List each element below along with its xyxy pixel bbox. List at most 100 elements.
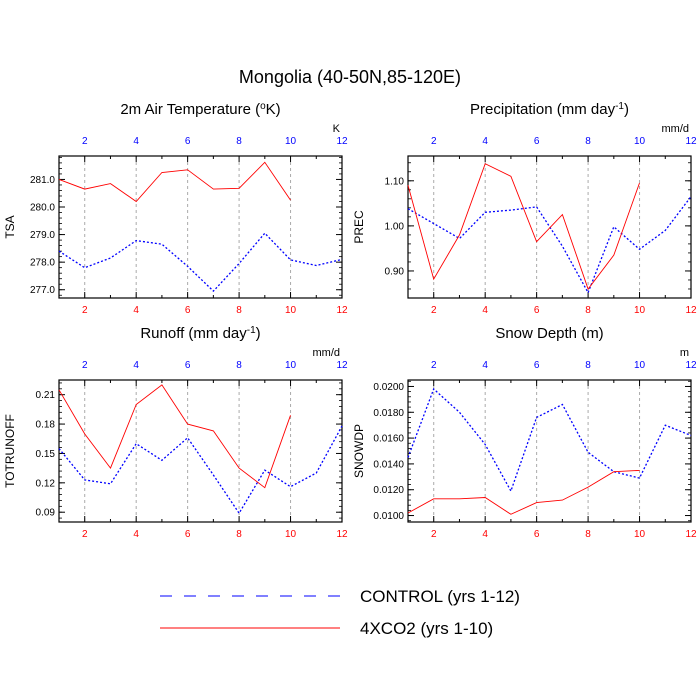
- panel-title: 2m Air Temperature (oK): [120, 101, 280, 119]
- x-tick-label-top: 4: [133, 360, 139, 371]
- y-tick-label: 281.0: [30, 175, 55, 186]
- y-tick-label: 0.0120: [373, 485, 404, 496]
- y-tick-label: 0.0100: [373, 511, 404, 522]
- x-tick-label-top: 6: [185, 136, 191, 147]
- x-tick-label-top: 4: [133, 136, 139, 147]
- legend: CONTROL (yrs 1-12) 4XCO2 (yrs 1-10): [160, 587, 520, 638]
- panel-title-main: Precipitation (mm day: [470, 101, 616, 118]
- x-tick-label-bottom: 6: [534, 305, 540, 316]
- panels: 2m Air Temperature (oK) K 2 2 4 4 6 6 8 8 10 10 12 12…: [3, 101, 697, 541]
- x-tick-label-top: 8: [585, 136, 591, 147]
- y-tick-label: 1.00: [385, 221, 405, 232]
- panel-tsa: 2m Air Temperature (oK) K 2 2 4 4 6 6 8 8 10 10 12 12…: [3, 101, 348, 317]
- y-tick-label: 280.0: [30, 203, 55, 214]
- plot-frame: [407, 155, 692, 299]
- panel-title-main: Runoff (mm day: [140, 325, 247, 342]
- x-tick-label-bottom: 10: [634, 305, 646, 316]
- panel-title-tail: ): [256, 325, 261, 342]
- x-tick-label-top: 8: [585, 360, 591, 371]
- x-tick-label-top: 6: [185, 360, 191, 371]
- x-tick-label-bottom: 2: [82, 529, 88, 540]
- panel-title-tail: ): [624, 101, 629, 118]
- y-axis-label: TSA: [3, 215, 17, 238]
- y-tick-label: 0.12: [36, 478, 56, 489]
- x-tick-label-top: 10: [285, 136, 297, 147]
- y-tick-label: 0.0160: [373, 434, 404, 445]
- panel-title-superscript: o: [260, 101, 266, 112]
- x-tick-label-bottom: 4: [482, 529, 488, 540]
- x-tick-label-top: 2: [431, 136, 437, 147]
- x-tick-label-bottom: 8: [236, 305, 242, 316]
- y-tick-label: 0.90: [385, 266, 405, 277]
- x-tick-label-top: 12: [685, 136, 697, 147]
- plot-frame: [407, 379, 692, 523]
- y-tick-label: 277.0: [30, 285, 55, 296]
- x-tick-label-top: 10: [285, 360, 297, 371]
- series-line-control: [58, 425, 343, 515]
- x-tick-label-bottom: 4: [482, 305, 488, 316]
- y-tick-label: 0.0180: [373, 408, 404, 419]
- x-tick-label-bottom: 2: [431, 529, 437, 540]
- y-axis-label: PREC: [352, 210, 366, 244]
- y-tick-label: 279.0: [30, 230, 55, 241]
- y-axis-label: TOTRUNOFF: [3, 414, 17, 488]
- x-tick-label-bottom: 12: [685, 529, 697, 540]
- main-title: Mongolia (40-50N,85-120E): [239, 67, 461, 87]
- series-line-control: [407, 387, 692, 493]
- legend-label-4xco2: 4XCO2 (yrs 1-10): [360, 619, 493, 638]
- x-tick-label-top: 12: [336, 360, 348, 371]
- x-tick-label-bottom: 12: [336, 305, 348, 316]
- legend-label-control: CONTROL (yrs 1-12): [360, 587, 520, 606]
- panel-title-tail: K): [266, 101, 281, 118]
- x-tick-label-top: 8: [236, 136, 242, 147]
- panel-title: Snow Depth (m): [495, 325, 603, 342]
- x-tick-label-bottom: 4: [133, 529, 139, 540]
- units-label: mm/d: [313, 347, 341, 359]
- series-line-control: [407, 196, 692, 295]
- x-tick-label-bottom: 2: [82, 305, 88, 316]
- x-tick-label-top: 12: [336, 136, 348, 147]
- series-line-4xco2: [58, 161, 291, 203]
- x-tick-label-top: 4: [482, 136, 488, 147]
- units-label: m: [680, 347, 689, 359]
- panel-title-superscript: -1: [615, 101, 624, 112]
- panel-snowdp: Snow Depth (m) m 2 2 4 4 6 6 8 8 10 10 12 12 0.0100 0.0…: [352, 325, 697, 540]
- x-tick-label-bottom: 6: [185, 305, 191, 316]
- x-tick-label-bottom: 10: [634, 529, 646, 540]
- x-tick-label-bottom: 4: [133, 305, 139, 316]
- x-tick-label-top: 4: [482, 360, 488, 371]
- x-tick-label-bottom: 10: [285, 529, 297, 540]
- x-tick-label-bottom: 8: [585, 305, 591, 316]
- x-tick-label-top: 2: [82, 360, 88, 371]
- x-tick-label-top: 6: [534, 360, 540, 371]
- units-label: mm/d: [662, 123, 690, 135]
- units-label: K: [333, 123, 341, 135]
- x-tick-label-bottom: 12: [685, 305, 697, 316]
- y-tick-label: 0.21: [36, 390, 56, 401]
- y-tick-label: 0.0200: [373, 382, 404, 393]
- x-tick-label-bottom: 8: [236, 529, 242, 540]
- y-tick-label: 0.18: [36, 420, 56, 431]
- panel-title-main: Snow Depth (m): [495, 325, 603, 342]
- y-tick-label: 0.09: [36, 508, 56, 519]
- x-tick-label-bottom: 10: [285, 305, 297, 316]
- x-tick-label-bottom: 2: [431, 305, 437, 316]
- panel-title: Runoff (mm day-1): [140, 325, 260, 343]
- y-axis-label: SNOWDP: [352, 424, 366, 478]
- plot-frame: [58, 155, 343, 299]
- series-line-4xco2: [407, 469, 640, 515]
- panel-totrunoff: Runoff (mm day-1) mm/d 2 2 4 4 6 6 8 8 10 10 12 12 0.0…: [3, 325, 348, 541]
- x-tick-label-top: 8: [236, 360, 242, 371]
- plot-frame: [58, 379, 343, 523]
- series-line-control: [58, 232, 343, 293]
- panel-title-superscript: -1: [247, 325, 256, 336]
- y-tick-label: 278.0: [30, 258, 55, 269]
- x-tick-label-bottom: 8: [585, 529, 591, 540]
- panel-title-main: 2m Air Temperature (: [120, 101, 260, 118]
- y-tick-label: 1.10: [385, 176, 405, 187]
- panel-prec: Precipitation (mm day-1) mm/d 2 2 4 4 6 6 8 8 10 10…: [352, 101, 697, 317]
- x-tick-label-top: 6: [534, 136, 540, 147]
- panel-title: Precipitation (mm day-1): [470, 101, 629, 119]
- y-tick-label: 0.15: [36, 449, 56, 460]
